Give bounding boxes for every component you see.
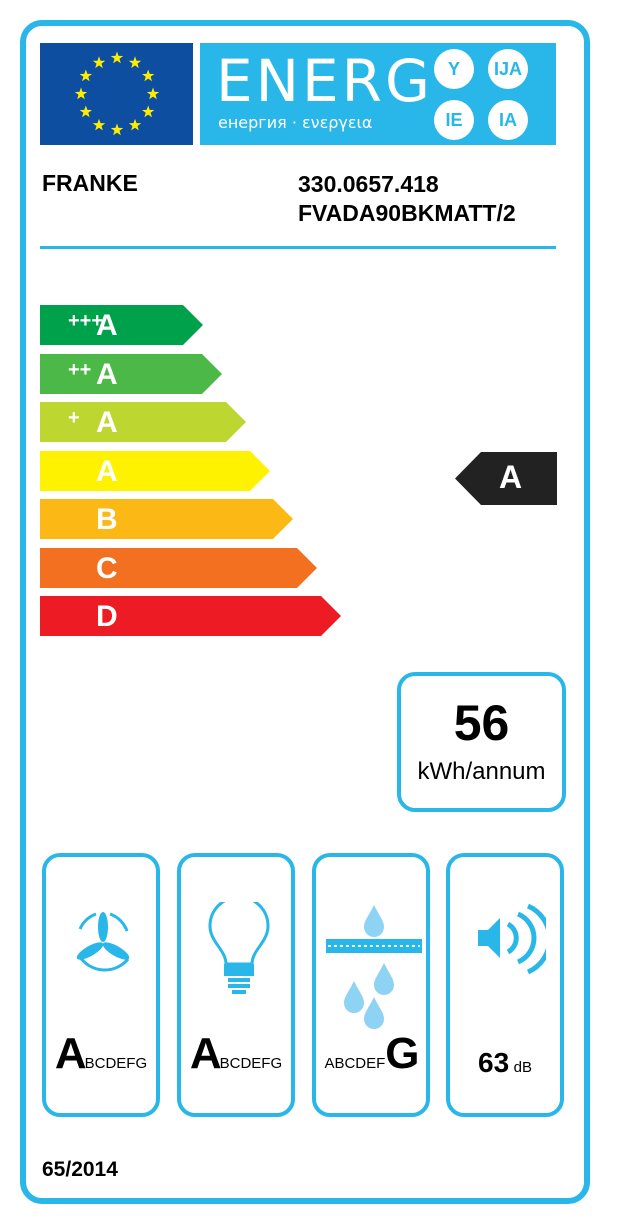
star-icon xyxy=(110,51,124,64)
light-bulb-icon xyxy=(208,902,270,994)
efficiency-class-arrow: A ++ xyxy=(40,353,222,394)
noise-level: 63 dB xyxy=(478,1047,532,1078)
model-code: 330.0657.418 xyxy=(298,171,439,197)
label-frame xyxy=(20,20,590,1204)
noise-box: 63 dB xyxy=(446,853,564,1117)
grease-filter-icon xyxy=(326,905,422,1029)
efficiency-class-arrow: A +++ xyxy=(40,305,203,345)
star-icon xyxy=(142,105,155,118)
language-circle: IJA xyxy=(488,49,528,89)
efficiency-class-arrow: B xyxy=(40,499,293,539)
language-circle: IE xyxy=(434,100,474,140)
efficiency-class-arrow: C xyxy=(40,547,317,588)
star-icon xyxy=(110,123,124,136)
fluid-dynamic-efficiency-box: ABCDEFG xyxy=(42,853,160,1117)
star-icon xyxy=(92,118,106,131)
efficiency-class-arrow: A xyxy=(40,450,270,491)
star-icon xyxy=(128,118,142,131)
eu-flag-logo xyxy=(40,43,193,145)
efficiency-class-label: A +++ xyxy=(68,309,118,342)
star-icon xyxy=(142,69,155,82)
star-icon xyxy=(146,87,160,100)
grease-filtering-class: ABCDEFG xyxy=(324,1029,419,1078)
consumption-value: 56 xyxy=(453,695,510,751)
efficiency-class-label: A ++ xyxy=(68,357,118,391)
star-icon xyxy=(92,56,106,69)
energy-class-value: A xyxy=(499,459,523,495)
efficiency-class-arrow: D xyxy=(40,596,341,636)
star-icon xyxy=(74,87,88,100)
model-name: FVADA90BKMATT/2 xyxy=(298,200,516,226)
energy-logo-text: ENERG xyxy=(216,47,433,115)
energy-class-indicator: A xyxy=(455,452,557,505)
star-icon xyxy=(79,105,92,118)
fluid-dynamic-class: ABCDEFG xyxy=(54,1029,148,1078)
star-icon xyxy=(128,56,142,69)
supplier-name: FRANKE xyxy=(42,170,138,196)
lighting-class: ABCDEFG xyxy=(189,1029,283,1078)
regulation-number: 65/2014 xyxy=(42,1158,118,1181)
divider xyxy=(40,246,556,249)
language-circle: IA xyxy=(488,100,528,140)
star-icon xyxy=(79,69,92,82)
efficiency-class-arrow: A + xyxy=(40,402,246,442)
energy-logo: ENERG енергия · ενεργεια Y IJA IE IA xyxy=(200,43,556,145)
lighting-efficiency-box: ABCDEFG xyxy=(177,853,295,1117)
language-circle: Y xyxy=(434,49,474,89)
energy-logo-subtitle: енергия · ενεργεια xyxy=(218,113,373,132)
speaker-icon xyxy=(478,903,546,975)
consumption-unit: kWh/annum xyxy=(417,758,546,785)
energy-consumption-box: 56 kWh/annum xyxy=(397,672,566,812)
fan-icon xyxy=(76,912,130,972)
grease-filtering-box: ABCDEFG xyxy=(312,853,430,1117)
model-identifier: 330.0657.418 FVADA90BKMATT/2 xyxy=(298,170,516,228)
efficiency-class-label: A + xyxy=(68,406,118,439)
